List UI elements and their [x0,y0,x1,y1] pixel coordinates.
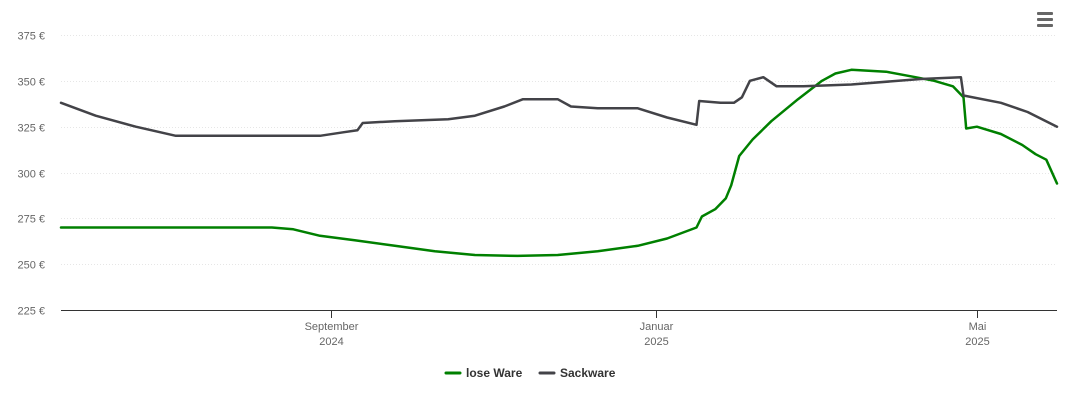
x-tick-month-label: September [305,321,359,333]
series-line-sackware [59,75,1059,138]
y-tick-label: 300 € [17,169,45,181]
x-tick-year-label: 2025 [644,336,668,348]
y-tick-label: 350 € [17,77,45,89]
series-line-lose-ware [59,68,1059,258]
y-tick-label: 250 € [17,260,45,272]
legend-label: lose Ware [466,366,523,380]
legend-label: Sackware [560,366,616,380]
chart-menu-icon[interactable] [1035,12,1055,30]
x-tick-month-label: Januar [640,321,674,333]
axes: 225 € 250 € 275 € 300 € 325 € 350 € 375 € Septe… [17,31,1057,348]
x-tick-year-label: 2025 [965,336,989,348]
y-tick-label: 275 € [17,214,45,226]
series-lines [59,68,1059,258]
y-tick-label: 375 € [17,31,45,43]
legend: lose Ware Sackware [444,366,616,380]
grid-lines [61,35,1057,265]
y-tick-label: 225 € [17,306,45,318]
x-tick-year-label: 2024 [319,336,343,348]
y-tick-label: 325 € [17,123,45,135]
x-tick-month-label: Mai [969,321,987,333]
